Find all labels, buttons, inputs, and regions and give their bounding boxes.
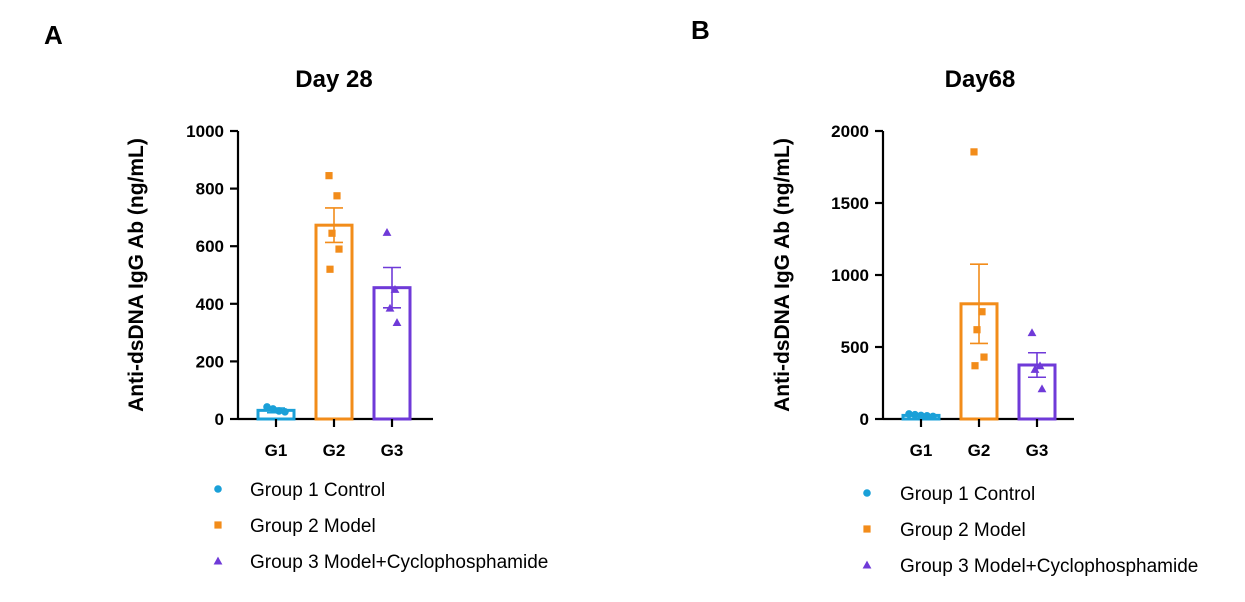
plot-area-a: 0 200 400 600 800 1000 G1 G2 G3: [186, 122, 433, 460]
data-point-g2: [328, 229, 336, 237]
data-point-g3: [382, 227, 392, 236]
legend-marker-3: [213, 556, 223, 565]
data-point-g1: [263, 403, 271, 411]
legend-label-3: Group 3 Model+Cyclophosphamide: [900, 556, 1198, 577]
legend-b: Group 1 Control Group 2 Model Group 3 Mode…: [862, 484, 1198, 577]
data-point-g2: [326, 265, 334, 273]
data-point-g1: [275, 407, 283, 415]
data-point-g3: [385, 303, 395, 312]
legend-label-1: Group 1 Control: [900, 484, 1035, 505]
data-point-g2: [980, 353, 988, 361]
legend-marker-1: [214, 485, 222, 493]
data-point-g3: [392, 318, 402, 327]
data-point-g3: [390, 285, 400, 293]
x-tick-label-g3: G3: [1026, 441, 1049, 460]
y-tick-label: 0: [860, 410, 869, 429]
y-tick-label: 1000: [831, 266, 869, 285]
data-point-g3: [1030, 364, 1040, 373]
legend-a: Group 1 Control Group 2 Model Group 3 Mode…: [213, 480, 548, 573]
data-point-g1: [923, 412, 931, 420]
panel-a: A Day 28 Anti-dsDNA IgG Ab (ng/mL) 0 200 4…: [44, 20, 548, 573]
y-tick-label: 200: [196, 352, 224, 371]
y-tick-label: 500: [841, 338, 869, 357]
y-axis-label-b: Anti-dsDNA IgG Ab (ng/mL): [771, 138, 794, 412]
y-tick-label: 400: [196, 295, 224, 314]
y-tick-label: 600: [196, 237, 224, 256]
panel-letter-b: B: [691, 15, 710, 45]
data-point-g2: [325, 172, 333, 180]
plot-area-b: 0 500 1000 1500 2000 G1 G2 G3: [831, 122, 1074, 460]
data-point-g3: [1035, 361, 1045, 370]
x-tick-label-g2: G2: [968, 441, 991, 460]
data-point-g1: [281, 408, 289, 416]
legend-label-2: Group 2 Model: [900, 520, 1026, 541]
legend-label-3: Group 3 Model+Cyclophosphamide: [250, 552, 548, 573]
y-tick-label: 1000: [186, 122, 224, 141]
y-tick-label: 2000: [831, 122, 869, 141]
chart-title-b: Day68: [945, 66, 1016, 93]
legend-marker-3: [862, 560, 872, 569]
y-tick-label: 1500: [831, 194, 869, 213]
y-tick-label: 800: [196, 180, 224, 199]
legend-marker-2: [863, 525, 871, 533]
bar-g2: [314, 223, 354, 421]
data-point-g2: [978, 308, 986, 316]
panel-b: B Day68 Anti-dsDNA IgG Ab (ng/mL) 0 500 10…: [691, 15, 1198, 577]
data-point-g2: [973, 326, 981, 334]
data-point-g1: [269, 405, 277, 413]
data-point-g2: [970, 148, 978, 156]
legend-marker-1: [863, 489, 871, 497]
data-point-g3: [1037, 384, 1047, 393]
data-point-g2: [333, 192, 341, 200]
data-point-g3: [1027, 328, 1037, 337]
x-tick-label-g1: G1: [910, 441, 933, 460]
data-point-g1: [929, 412, 937, 421]
data-point-g2: [335, 245, 343, 253]
data-point-g2: [971, 362, 979, 370]
legend-marker-2: [214, 521, 222, 529]
legend-label-1: Group 1 Control: [250, 480, 385, 501]
y-tick-label: 0: [215, 410, 224, 429]
x-tick-label-g1: G1: [265, 441, 288, 460]
chart-title-a: Day 28: [295, 66, 372, 93]
panel-letter-a: A: [44, 20, 63, 50]
y-axis-label-a: Anti-dsDNA IgG Ab (ng/mL): [125, 138, 148, 412]
data-point-g1: [905, 410, 913, 418]
data-point-g1: [917, 411, 925, 420]
x-tick-label-g3: G3: [381, 441, 404, 460]
legend-label-2: Group 2 Model: [250, 516, 376, 537]
data-point-g1: [911, 410, 919, 419]
x-tick-label-g2: G2: [323, 441, 346, 460]
